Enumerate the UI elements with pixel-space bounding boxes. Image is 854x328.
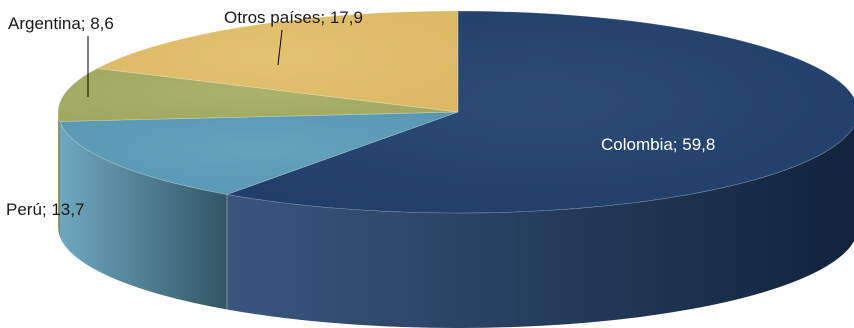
pie-side-argentina [58, 112, 60, 237]
pie-side-colombia [226, 126, 854, 328]
data-label-colombia: Colombia; 59,8 [601, 135, 715, 154]
pie-slice-otros-países [95, 10, 459, 113]
pie-slice-colombia [225, 10, 854, 214]
data-label-argentina: Argentina; 8,6 [8, 14, 114, 33]
pie-side-perú [59, 121, 227, 310]
leader-line-otros-países [277, 29, 283, 66]
pie-slice-argentina [57, 68, 459, 122]
pie-slice-perú [59, 111, 459, 195]
data-label-otros-países: Otros países; 17,9 [224, 8, 363, 27]
data-label-perú: Perú; 13,7 [6, 200, 84, 219]
